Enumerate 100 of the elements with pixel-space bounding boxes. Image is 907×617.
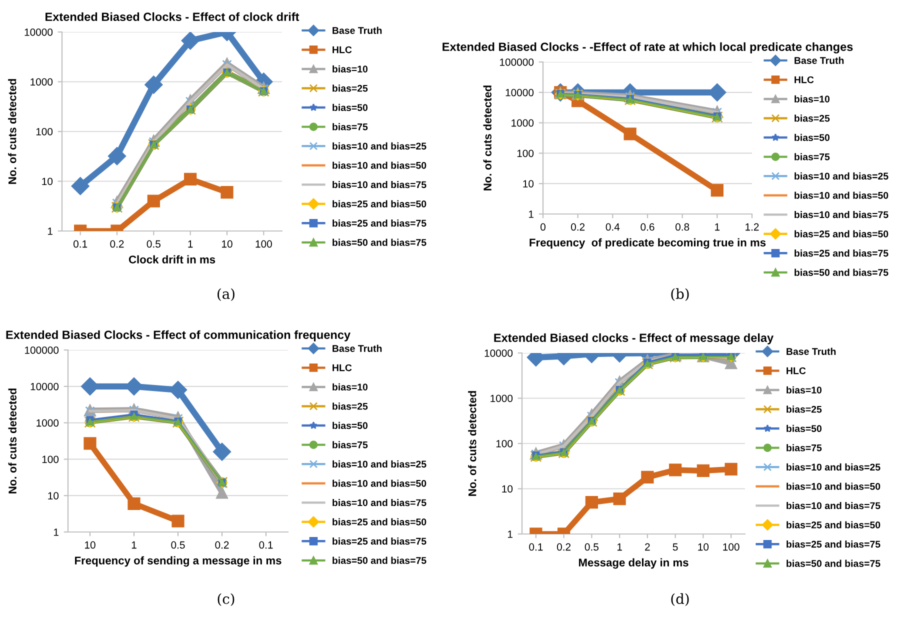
chart-title: Extended Biased Clocks - Effect of clock drift — [46, 12, 300, 22]
legend-label: bias=50 and bias=75 — [332, 238, 426, 246]
x-tick-label: 1 — [715, 223, 720, 231]
y-tick-label: 1000 — [36, 419, 59, 427]
legend-label: bias=75 — [332, 441, 368, 448]
text: (d) — [671, 593, 689, 606]
x-tick-label: 0.2 — [556, 543, 571, 551]
legend-label: bias=10 — [332, 383, 368, 390]
chart-title: Extended Biased Clocks - -Effect of rate at which local predicate changes — [442, 42, 853, 54]
legend-label: bias=10 and bias=25 — [794, 172, 888, 180]
y-tick-label: 1 — [508, 530, 512, 538]
legend-label: bias=10 — [786, 386, 822, 394]
legend-label: Base Truth — [786, 348, 836, 355]
legend-label: bias=25 — [794, 114, 830, 122]
x-tick-label: 0.1 — [259, 541, 273, 549]
y-axis-title: No. of cuts detected — [468, 391, 476, 496]
x-tick-label: 1.2 — [746, 223, 759, 231]
legend-label: bias=25 — [332, 84, 368, 92]
x-tick-label: 10 — [222, 240, 232, 248]
chart-title: Extended Biased Clocks - Effect of communication frequency — [6, 330, 350, 342]
x-tick-label: 0.5 — [584, 543, 598, 551]
legend-label: bias=10 and bias=75 — [794, 210, 888, 218]
legend-label: bias=10 and bias=75 — [332, 498, 426, 506]
x-tick-label: 0.5 — [146, 240, 160, 248]
x-tick-label: 1 — [617, 543, 622, 551]
legend-label: HLC — [794, 76, 814, 84]
legend-label: bias=10 — [794, 95, 830, 102]
x-tick-label: 0 — [540, 223, 546, 231]
legend-label: bias=25 — [332, 402, 368, 410]
x-tick-label: 1 — [132, 541, 136, 549]
legend-label: bias=25 — [786, 406, 822, 413]
x-tick-label: 2 — [645, 543, 650, 551]
y-tick-label: 10 — [502, 485, 513, 493]
x-tick-label: 0.6 — [640, 223, 654, 231]
legend-label: bias=25 and bias=50 — [786, 521, 880, 528]
legend-label: bias=10 and bias=75 — [332, 180, 426, 188]
legend-label: bias=10 and bias=25 — [332, 142, 426, 150]
text: (c) — [218, 593, 234, 606]
x-tick-label: 0.2 — [571, 223, 585, 231]
legend-label: bias=25 and bias=75 — [794, 250, 888, 257]
x-tick-label: 10 — [85, 541, 96, 549]
x-tick-label: 0.2 — [110, 240, 124, 248]
x-tick-label: 0.1 — [529, 543, 543, 551]
x-tick-label: 0.1 — [74, 240, 88, 248]
chart-title: Extended Biased clocks - Effect of message delay — [494, 333, 774, 344]
y-tick-label: 100000 — [25, 346, 59, 354]
legend-label: bias=10 and bias=75 — [786, 502, 880, 510]
x-tick-label: 100 — [256, 240, 272, 248]
legend-label: bias=75 — [794, 153, 830, 160]
legend-label: Base Truth — [332, 344, 382, 352]
x-tick-label: 10 — [698, 543, 709, 551]
legend-label: bias=10 and bias=25 — [332, 460, 426, 468]
legend-label: bias=10 and bias=50 — [332, 480, 426, 487]
y-tick-label: 100 — [496, 440, 513, 448]
legend-label: bias=25 and bias=50 — [332, 518, 426, 526]
legend-label: bias=50 — [786, 424, 822, 432]
y-axis-title: No. of cuts detected — [8, 79, 16, 184]
y-tick-label: 1 — [54, 528, 58, 536]
y-tick-label: 10000 — [24, 28, 53, 36]
x-tick-label: 0.5 — [171, 541, 185, 549]
legend-label: bias=25 and bias=50 — [794, 230, 888, 238]
y-tick-label: 100 — [517, 150, 534, 158]
y-tick-label: 10000 — [484, 350, 513, 357]
legend-label: bias=50 and bias=75 — [786, 560, 880, 567]
y-tick-label: 100000 — [500, 58, 534, 66]
y-tick-label: 100 — [42, 456, 59, 464]
x-tick-label: 0.8 — [676, 223, 690, 231]
legend-label: bias=50 and bias=75 — [794, 268, 888, 276]
x-axis-title: Frequency of sending a message in ms — [75, 556, 282, 567]
x-tick-label: 100 — [723, 543, 740, 551]
legend-label: HLC — [332, 46, 352, 54]
text: (a) — [218, 288, 234, 301]
legend-label: HLC — [786, 367, 806, 374]
legend-label: bias=50 — [332, 104, 368, 112]
text: (b) — [671, 288, 689, 301]
legend-label: bias=25 and bias=50 — [332, 200, 426, 208]
y-tick-label: 100 — [36, 128, 53, 136]
legend-label: bias=10 and bias=50 — [332, 162, 426, 169]
legend-label: bias=10 — [332, 65, 368, 72]
legend-label: bias=50 — [794, 134, 830, 142]
x-tick-label: 0.2 — [215, 541, 229, 549]
legend-label: bias=50 — [332, 422, 368, 430]
legend-label: bias=25 and bias=75 — [332, 538, 426, 545]
x-tick-label: 0.4 — [606, 223, 620, 231]
legend-label: bias=75 — [332, 123, 368, 130]
legend-label: Base Truth — [794, 56, 844, 64]
legend-label: bias=25 and bias=75 — [786, 540, 880, 548]
x-tick-label: 5 — [672, 543, 678, 551]
legend-label: HLC — [332, 364, 352, 372]
y-tick-label: 1000 — [30, 78, 53, 86]
y-tick-label: 10000 — [506, 88, 534, 96]
legend-label: bias=10 and bias=25 — [786, 463, 880, 471]
y-tick-label: 1000 — [490, 394, 513, 402]
y-tick-label: 10 — [523, 180, 534, 188]
y-tick-label: 10 — [48, 492, 59, 500]
y-axis-title: No. of cuts detected — [483, 86, 492, 190]
x-axis-title: Frequency of predicate becoming true in ms — [530, 238, 766, 249]
y-tick-label: 10000 — [30, 382, 59, 390]
legend-label: bias=10 and bias=50 — [794, 192, 888, 199]
x-axis-title: Clock drift in ms — [128, 255, 216, 264]
